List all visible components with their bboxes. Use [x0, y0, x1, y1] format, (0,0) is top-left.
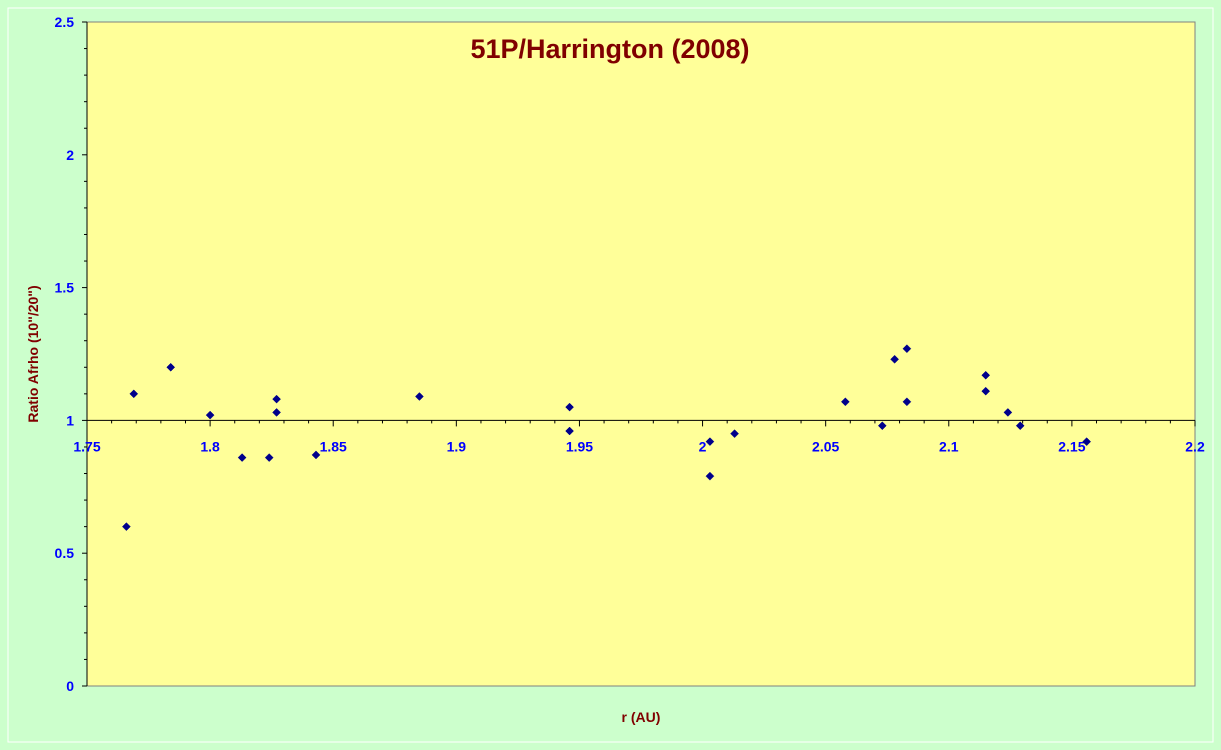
data-point	[981, 370, 991, 380]
data-points	[122, 344, 1092, 531]
x-tick-label: 2.1	[939, 438, 959, 454]
data-point	[1003, 408, 1013, 417]
chart-title: 51P/Harrington (2008)	[470, 34, 749, 64]
data-point	[166, 362, 176, 372]
x-axis-title: r (AU)	[622, 709, 661, 725]
data-point	[1015, 421, 1025, 431]
y-tick-label: 0	[66, 678, 74, 694]
data-point	[902, 344, 912, 354]
data-point	[272, 394, 281, 404]
x-axis: 1.75 1.8 1.85 1.9 1.95 2 2.05 2.1 2.15 2.2	[73, 419, 1205, 454]
x-tick-label: 1.85	[320, 438, 347, 454]
x-tick-label: 2.05	[812, 438, 839, 454]
data-point	[877, 421, 887, 431]
data-point	[1082, 437, 1092, 447]
x-tick-label: 1.9	[447, 438, 467, 454]
y-tick-label: 2.5	[55, 14, 75, 30]
data-point	[890, 354, 899, 364]
x-tick-label: 1.95	[566, 438, 593, 454]
x-tick-label: 2	[699, 438, 707, 454]
x-tick-label: 2.15	[1058, 438, 1085, 454]
data-point	[565, 426, 574, 436]
data-point	[841, 397, 850, 407]
data-point	[237, 453, 247, 462]
data-point	[705, 471, 715, 481]
x-tick-label: 1.75	[73, 438, 100, 454]
data-point	[415, 392, 424, 401]
y-tick-label: 1	[66, 412, 74, 428]
y-tick-label: 0.5	[55, 545, 75, 561]
data-point	[264, 453, 274, 462]
y-tick-label: 2	[66, 147, 74, 163]
data-point	[565, 402, 574, 412]
data-point	[705, 437, 715, 447]
y-axis: 0 0.5 1 1.5 2 2.5	[55, 14, 88, 694]
data-point	[129, 389, 139, 399]
data-point	[730, 429, 739, 439]
x-tick-label: 1.8	[200, 438, 220, 454]
x-tick-label: 2.2	[1185, 438, 1205, 454]
y-axis-title: Ratio Afrho (10"/20")	[25, 285, 41, 422]
plot-area	[86, 21, 1196, 687]
data-point	[122, 522, 131, 531]
data-point	[272, 408, 281, 417]
data-point	[205, 410, 215, 420]
data-point	[981, 386, 991, 396]
data-point	[902, 397, 912, 407]
data-point	[311, 450, 321, 460]
y-tick-label: 1.5	[55, 280, 75, 296]
